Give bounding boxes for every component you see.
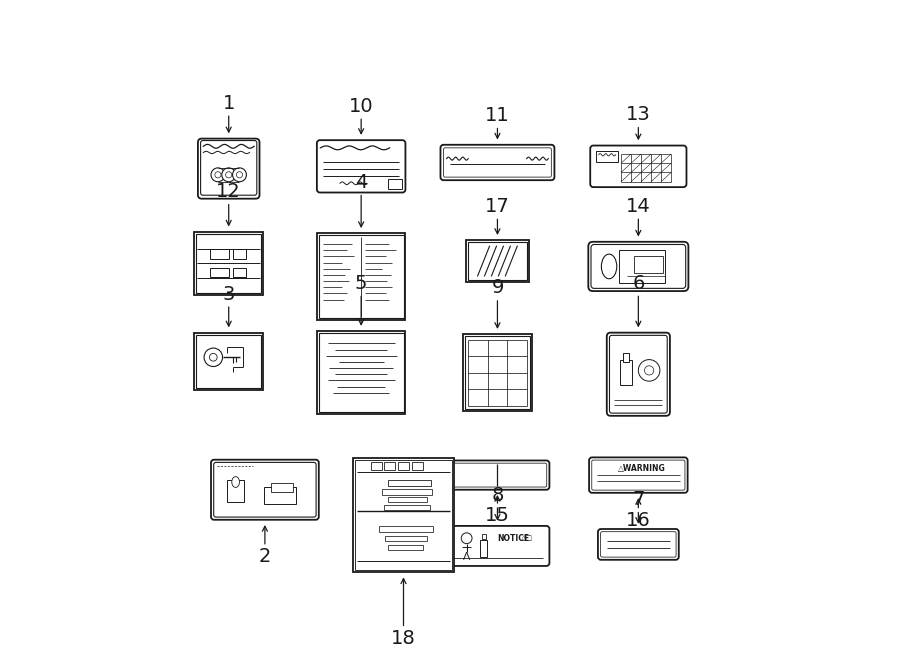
Bar [356,460,452,570]
FancyBboxPatch shape [600,531,676,557]
FancyBboxPatch shape [592,460,685,490]
Bar [319,333,403,412]
Text: 10: 10 [349,97,373,116]
Bar [319,235,403,318]
Bar [354,458,454,572]
Bar [227,481,244,502]
Ellipse shape [601,254,617,279]
Bar [412,462,423,470]
Circle shape [226,172,232,178]
Text: 11: 11 [485,106,509,125]
Bar [597,151,618,162]
Bar [271,483,292,492]
Bar [317,233,405,319]
FancyBboxPatch shape [607,332,670,416]
Bar [464,336,530,409]
Text: NOTICE: NOTICE [497,533,529,543]
Text: 3: 3 [222,285,235,303]
Ellipse shape [232,477,239,487]
Bar [468,242,527,280]
Bar [389,480,431,486]
Bar [389,545,423,550]
Bar [482,534,485,539]
Text: 13: 13 [626,105,651,124]
Bar [398,462,409,470]
FancyBboxPatch shape [201,141,256,195]
Text: △□: △□ [521,535,533,541]
FancyBboxPatch shape [590,145,687,187]
Bar [634,256,663,274]
Text: 2: 2 [258,547,271,566]
Bar [384,535,427,541]
Text: △WARNING: △WARNING [618,465,666,473]
Text: 14: 14 [626,197,651,216]
Bar [384,505,430,510]
Text: 6: 6 [632,274,644,293]
FancyBboxPatch shape [198,139,259,199]
Bar [620,360,632,385]
Text: 12: 12 [216,182,241,201]
Bar [463,334,532,411]
FancyBboxPatch shape [440,145,554,180]
Bar [211,249,229,258]
FancyBboxPatch shape [448,463,546,487]
Bar [379,526,433,531]
FancyBboxPatch shape [446,461,549,490]
Bar [196,334,261,388]
Text: 16: 16 [626,511,651,530]
Bar [371,462,382,470]
Bar [624,353,629,362]
FancyBboxPatch shape [317,140,405,192]
Circle shape [638,360,660,381]
FancyBboxPatch shape [213,463,316,517]
Bar [619,251,665,283]
FancyBboxPatch shape [211,459,319,520]
Text: 7: 7 [632,490,644,509]
Bar [233,268,246,277]
Circle shape [215,172,221,178]
Bar [264,487,296,504]
Bar [194,232,264,295]
Text: 8: 8 [491,486,504,504]
Circle shape [237,172,243,178]
Text: 4: 4 [355,173,367,192]
Text: 15: 15 [485,506,510,525]
Circle shape [210,354,217,361]
FancyBboxPatch shape [589,242,688,291]
FancyBboxPatch shape [444,148,552,177]
Circle shape [461,533,472,543]
Circle shape [204,348,222,367]
Text: 5: 5 [355,274,367,293]
Circle shape [211,168,225,182]
Bar [480,540,487,557]
FancyBboxPatch shape [598,529,679,560]
Bar [466,240,529,282]
Bar [388,178,401,190]
Bar [317,331,405,414]
FancyBboxPatch shape [591,245,686,288]
Text: 9: 9 [491,278,504,297]
Bar [384,462,395,470]
Bar [196,234,261,293]
Bar [388,497,427,502]
Bar [233,249,246,258]
FancyBboxPatch shape [609,335,667,413]
Bar [194,332,264,389]
Text: 17: 17 [485,197,509,216]
Circle shape [232,168,247,182]
Circle shape [644,366,653,375]
Circle shape [221,168,236,182]
Bar [211,268,229,277]
Text: 1: 1 [222,94,235,112]
FancyBboxPatch shape [590,457,688,493]
Bar [382,489,432,494]
Text: 18: 18 [392,629,416,648]
FancyBboxPatch shape [446,526,549,566]
